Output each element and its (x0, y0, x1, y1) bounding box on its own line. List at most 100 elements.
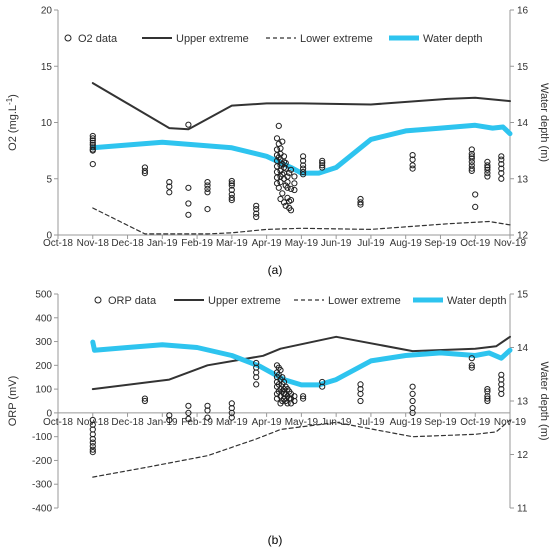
chart-1-data-point (89, 439, 96, 446)
chart-0-data-point (204, 182, 211, 189)
chart-0-data-point (275, 122, 282, 130)
chart-1-x-tick-label: Aug-19 (390, 417, 423, 428)
chart-0-data-point (498, 175, 505, 182)
chart-0-data-point (89, 161, 96, 168)
chart-0-data-point (273, 174, 281, 181)
chart-0-data-point (277, 179, 284, 186)
chart-0-series-upper-extreme (91, 82, 511, 131)
chart-1-y2-tick-label: 15 (517, 290, 529, 301)
chart-0-data-point (166, 189, 173, 196)
chart-1-x-tick-label: Feb-19 (181, 417, 213, 428)
chart-0-data-point (185, 211, 192, 218)
chart-panel-b: -400 -300 -200 -100 0 100 200 300 400 500 11 12 13 14… (7, 290, 550, 515)
chart-0-legend-label: O2 data (78, 33, 118, 45)
chart-0-data-point (409, 152, 416, 159)
chart-0-legend-label: Lower extreme (300, 33, 373, 45)
chart-0-y2-tick-label: 12 (517, 231, 529, 242)
chart-0-data-point (319, 162, 326, 169)
chart-1-data-point (277, 367, 284, 374)
chart-1-x-tick-label: Apr-19 (252, 417, 282, 428)
chart-1-data-point (89, 449, 96, 456)
chart-0-data-point (273, 135, 281, 142)
chart-0-legend-label: Upper extreme (176, 33, 249, 45)
chart-1-y-tick-label: -300 (32, 480, 52, 491)
chart-0-data-point (484, 162, 491, 169)
chart-1-series-upper-extreme (91, 335, 511, 391)
chart-1-y2-tick-label: 14 (517, 343, 529, 354)
chart-1-x-tick-label: Jul-19 (357, 417, 385, 428)
chart-0-data-point (185, 200, 192, 207)
chart-1-data-point (468, 364, 475, 371)
chart-1-data-point (185, 415, 192, 422)
chart-1-y-tick-label: 200 (35, 361, 52, 372)
chart-0-data-point (275, 184, 282, 191)
chart-0-data-point (279, 190, 286, 197)
chart-0-data-point (498, 156, 505, 163)
chart-0-y-tick-label: 10 (41, 118, 53, 129)
chart-0-data-point (472, 203, 479, 210)
chart-0-data-point (273, 163, 281, 170)
chart-0-y-axis-title: O2 (mg.L-1) (5, 94, 19, 151)
chart-0-data-point (300, 162, 307, 169)
chart-0-x-tick-label: Nov-19 (494, 238, 527, 249)
chart-0-data-point (468, 158, 475, 165)
chart-0-data-point (319, 157, 326, 164)
chart-0-data-point (409, 162, 416, 169)
chart-1-y-tick-label: 300 (35, 337, 52, 348)
chart-0-data-point (284, 184, 291, 191)
chart-0-data-point (468, 155, 475, 162)
chart-0-x-tick-label: Feb-19 (181, 238, 213, 249)
chart-0-data-point (228, 186, 235, 194)
chart-0-data-point (279, 138, 286, 145)
chart-0-data-point (141, 170, 148, 177)
chart-1-data-point (498, 390, 505, 397)
chart-0-x-tick-label: Oct-19 (460, 238, 490, 249)
chart-1-legend-label: Lower extreme (328, 295, 401, 307)
chart-0-x-tick-label: Sep-19 (424, 238, 457, 249)
chart-1-data-point (484, 395, 491, 402)
chart-0-y-tick-label: 0 (46, 231, 52, 242)
chart-0-data-point (284, 179, 291, 186)
chart-0-data-point (300, 157, 307, 164)
chart-1-data-point (204, 407, 211, 414)
chart-0-data-point (484, 166, 491, 173)
chart-1-y-tick-label: 400 (35, 313, 52, 324)
chart-0-data-point (185, 121, 192, 128)
chart-1-data-point (228, 414, 235, 421)
chart-0-x-tick-label: Dec-18 (111, 238, 144, 249)
chart-0-data-point (204, 206, 211, 213)
chart-0-data-point (484, 170, 491, 177)
chart-1-y-axis-title: ORP (mV) (7, 376, 19, 427)
chart-0-data-point (409, 156, 416, 163)
chart-0-data-point (498, 153, 505, 160)
chart-1-data-point (468, 355, 475, 362)
chart-1-data-point (484, 386, 491, 393)
chart-0-data-point (89, 147, 96, 154)
chart-0-data-point (228, 182, 235, 189)
chart-0-data-point (166, 179, 173, 186)
chart-1-data-point (357, 397, 364, 405)
chart-0-data-point (468, 146, 475, 153)
chart-0-data-point (300, 168, 307, 176)
chart-0-data-point (185, 184, 192, 191)
chart-0-data-point (286, 170, 293, 177)
chart-1-data-point (300, 395, 307, 402)
chart-1-data-point (89, 446, 96, 453)
chart-0-data-point (468, 167, 475, 174)
chart-1-data-point (357, 390, 364, 397)
chart-1-x-tick-label: May-19 (285, 417, 319, 428)
chart-0-data-point (498, 170, 505, 177)
chart-0-data-point (228, 180, 235, 187)
chart-0-data-point (228, 194, 235, 201)
chart-1-data-point (204, 414, 211, 421)
chart-0-data-point (357, 201, 364, 208)
chart-1-legend-label: ORP data (108, 295, 157, 307)
chart-0-data-point (498, 161, 505, 168)
chart-1-x-tick-label: Mar-19 (216, 417, 248, 428)
chart-1-legend-marker (94, 296, 102, 304)
chart-0-data-point (472, 191, 479, 198)
chart-1-y-tick-label: 100 (35, 385, 52, 396)
chart-1-data-point (409, 409, 416, 416)
chart-0-data-point (300, 153, 307, 160)
chart-0-x-tick-label: Nov-18 (77, 238, 110, 249)
